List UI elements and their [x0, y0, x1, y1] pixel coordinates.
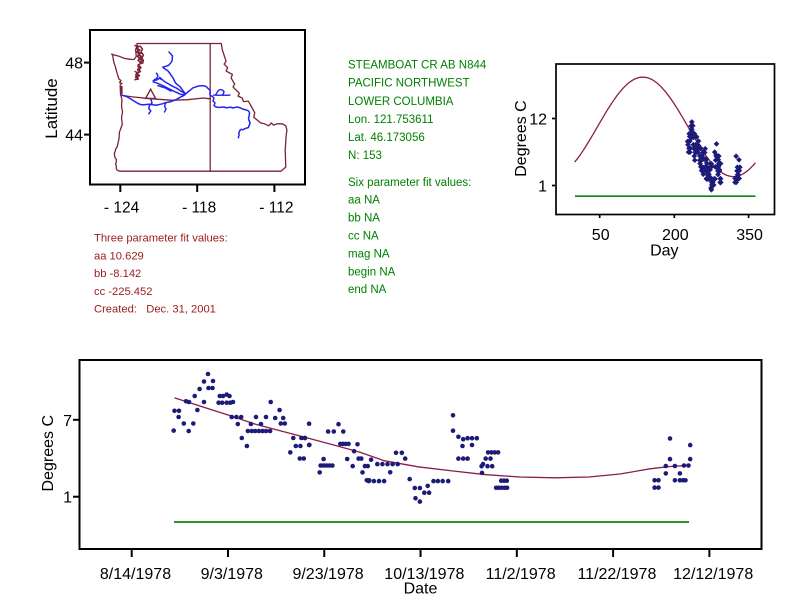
svg-text:N: 153: N: 153	[348, 150, 382, 162]
svg-text:end NA: end NA	[348, 284, 387, 296]
svg-text:LOWER COLUMBIA: LOWER COLUMBIA	[348, 96, 454, 108]
svg-text:50: 50	[592, 227, 610, 244]
svg-text:Degrees C: Degrees C	[513, 100, 530, 176]
svg-text:11/22/1978: 11/22/1978	[577, 566, 656, 583]
svg-text:begin NA: begin NA	[348, 266, 396, 278]
svg-text:8/14/1978: 8/14/1978	[100, 566, 171, 583]
svg-text:9/23/1978: 9/23/1978	[292, 566, 363, 583]
svg-text:Six parameter fit values:: Six parameter fit values:	[348, 177, 471, 189]
svg-text:- 124: - 124	[104, 200, 140, 217]
svg-text:11/2/1978: 11/2/1978	[486, 566, 556, 583]
svg-text:STEAMBOAT CR AB N844: STEAMBOAT CR AB N844	[348, 60, 487, 72]
svg-text:1: 1	[63, 490, 72, 507]
svg-text:cc -225.452: cc -225.452	[94, 286, 152, 298]
svg-text:Created: Dec. 31, 2001: Created: Dec. 31, 2001	[94, 304, 216, 316]
svg-text:12/12/1978: 12/12/1978	[673, 566, 753, 583]
svg-text:mag NA: mag NA	[348, 248, 390, 260]
svg-text:aa NA: aa NA	[348, 195, 380, 207]
svg-text:44: 44	[65, 128, 83, 145]
svg-text:bb NA: bb NA	[348, 213, 380, 225]
svg-text:9/3/1978: 9/3/1978	[201, 566, 263, 583]
svg-text:- 118: - 118	[182, 200, 216, 217]
svg-text:12: 12	[529, 112, 547, 129]
svg-text:1: 1	[538, 179, 547, 196]
svg-text:Three parameter fit values:: Three parameter fit values:	[94, 233, 228, 245]
svg-text:Date: Date	[404, 581, 438, 598]
svg-text:bb -8.142: bb -8.142	[94, 268, 141, 280]
svg-text:cc NA: cc NA	[348, 231, 379, 243]
svg-text:10/13/1978: 10/13/1978	[384, 566, 464, 583]
svg-text:200: 200	[662, 227, 689, 244]
svg-text:Lon. 121.753611: Lon. 121.753611	[348, 114, 433, 126]
svg-text:PACIFIC NORTHWEST: PACIFIC NORTHWEST	[348, 78, 470, 90]
svg-text:350: 350	[736, 227, 763, 244]
svg-text:48: 48	[65, 56, 83, 73]
svg-text:- 112: - 112	[259, 200, 293, 217]
svg-text:Day: Day	[650, 243, 678, 260]
svg-text:Latitude: Latitude	[42, 78, 61, 139]
svg-text:7: 7	[63, 413, 72, 430]
svg-text:aa 10.629: aa 10.629	[94, 250, 144, 262]
svg-text:Lat. 46.173056: Lat. 46.173056	[348, 132, 425, 144]
svg-text:Degrees C: Degrees C	[40, 415, 57, 491]
